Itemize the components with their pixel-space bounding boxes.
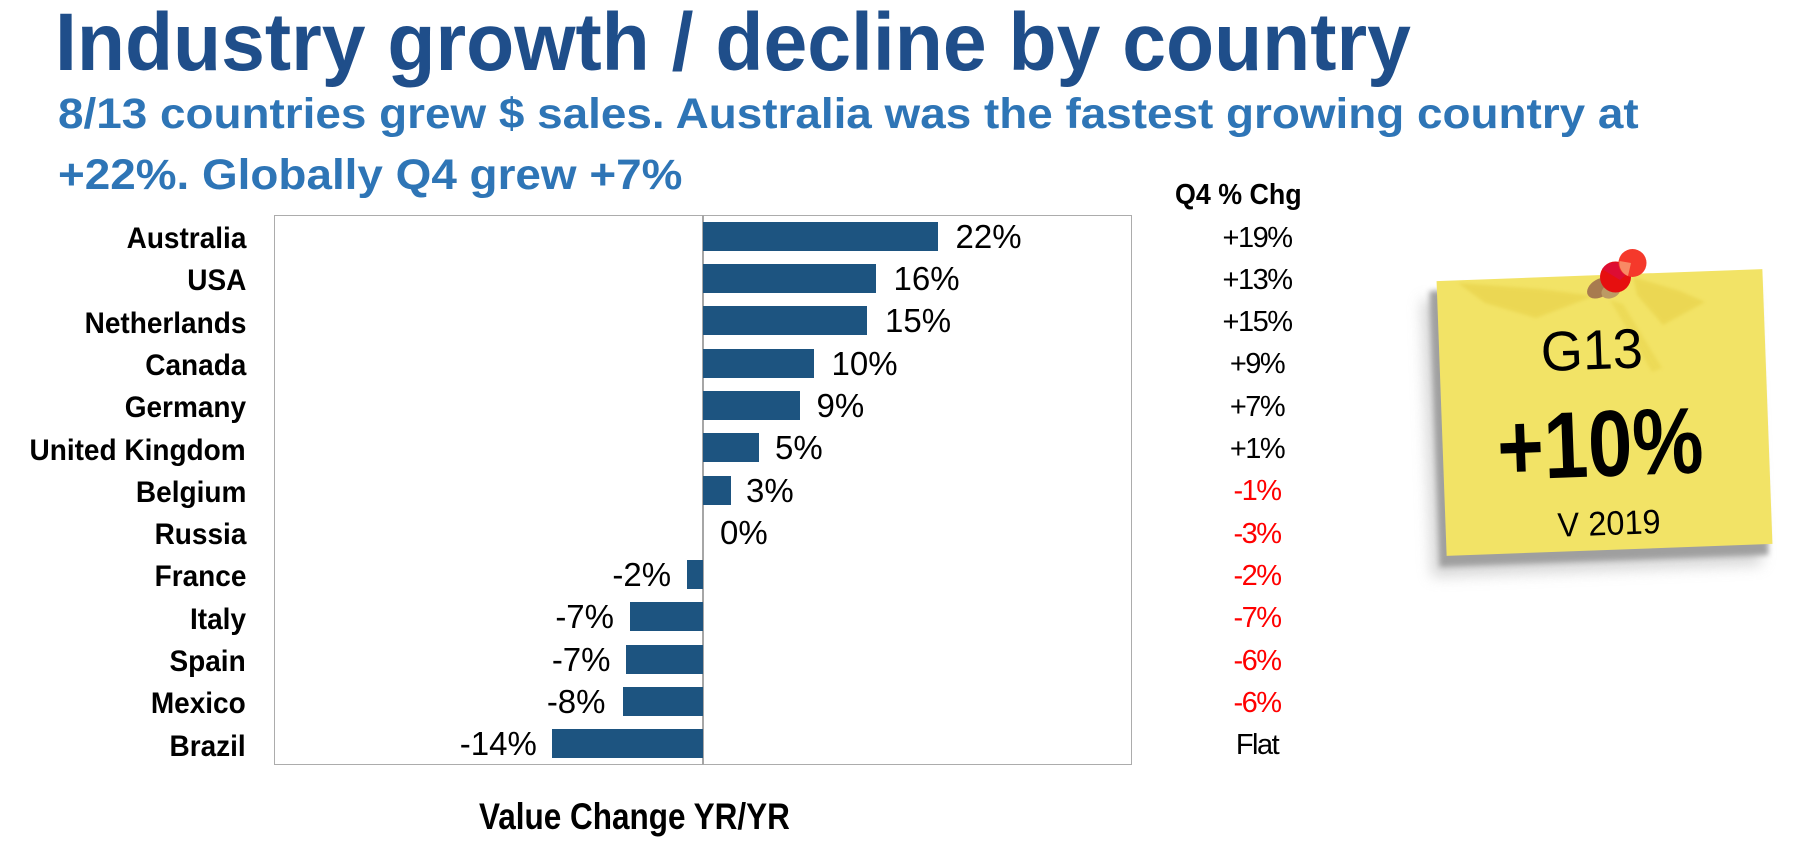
- svg-text:G13: G13: [1540, 316, 1644, 383]
- svg-text:+10%: +10%: [1495, 387, 1705, 499]
- svg-text:V 2019: V 2019: [1557, 503, 1661, 545]
